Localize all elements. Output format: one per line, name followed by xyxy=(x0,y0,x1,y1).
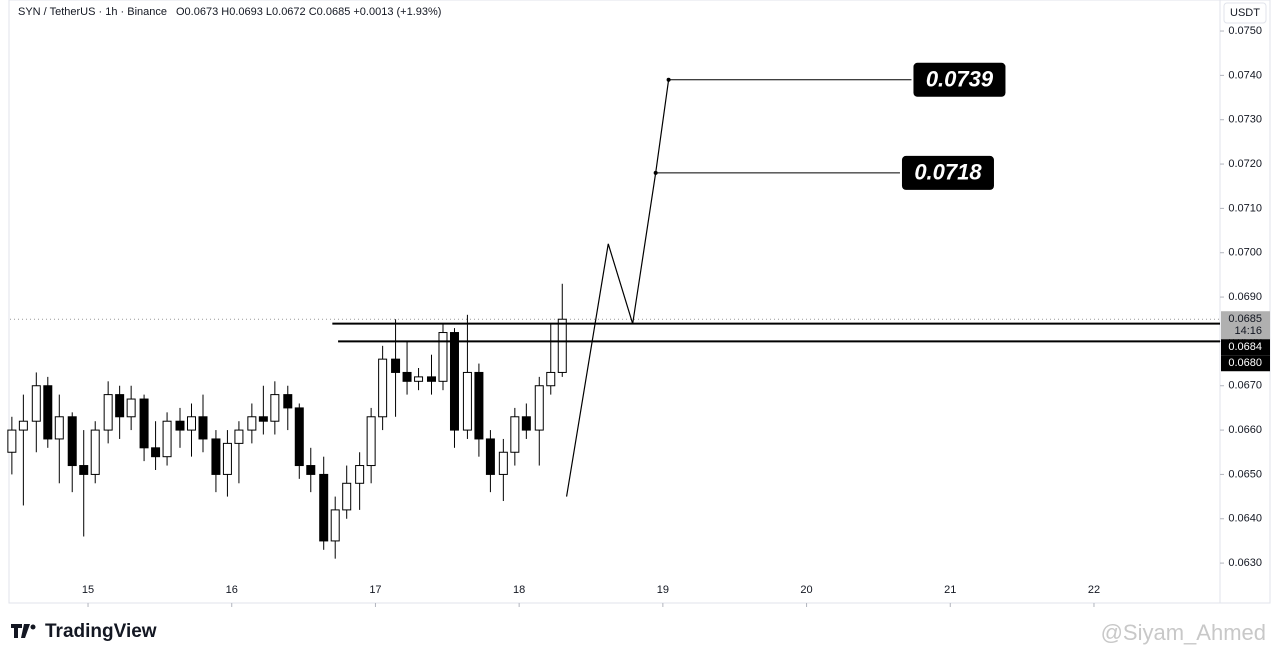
price-label-box xyxy=(1221,311,1270,340)
candle-body xyxy=(402,371,412,382)
candle-body xyxy=(258,416,268,422)
candle-body xyxy=(43,385,53,440)
candle-body xyxy=(175,420,185,431)
price-label: 0.0684 xyxy=(1228,341,1262,353)
y-tick-label: 0.0730 xyxy=(1228,114,1262,126)
x-tick-label: 18 xyxy=(513,584,525,596)
candle-body xyxy=(294,407,304,467)
candle-body xyxy=(426,376,436,382)
candle-body xyxy=(211,438,221,475)
candle-body xyxy=(391,358,401,373)
x-tick-label: 15 xyxy=(82,584,94,596)
candle-body xyxy=(521,416,531,431)
candle-body xyxy=(534,385,544,431)
x-tick-label: 17 xyxy=(369,584,381,596)
candle-body xyxy=(31,385,41,422)
candle-body xyxy=(126,398,136,418)
candle-body xyxy=(557,318,567,373)
candle-body xyxy=(270,394,280,422)
projection-path xyxy=(565,79,670,497)
y-tick-label: 0.0670 xyxy=(1228,380,1262,392)
price-label-box xyxy=(1221,355,1270,372)
chart-frame xyxy=(8,0,1271,604)
candle-body xyxy=(510,416,520,453)
y-tick-label: 0.0690 xyxy=(1228,291,1262,303)
brand: TradingView xyxy=(45,621,157,642)
candle-body xyxy=(234,429,244,444)
candle-body xyxy=(355,465,365,484)
candle-body xyxy=(67,416,77,467)
x-tick-label: 20 xyxy=(800,584,812,596)
target-point xyxy=(653,170,658,175)
symbol: SYN / TetherUS · 1h · Binance xyxy=(18,6,167,18)
y-tick-label: 0.0700 xyxy=(1228,247,1262,259)
candle-body xyxy=(247,416,257,431)
x-tick-label: 21 xyxy=(944,584,956,596)
candle-body xyxy=(366,416,376,467)
watermark: @Siyam_Ahmed xyxy=(1101,620,1266,645)
x-tick-label: 16 xyxy=(226,584,238,596)
candle-body xyxy=(319,473,329,542)
candle-body xyxy=(79,465,89,475)
candle-body xyxy=(474,371,484,440)
candle-body xyxy=(330,509,340,542)
candle-body xyxy=(103,394,113,431)
candle-body xyxy=(438,332,448,382)
y-tick-label: 0.0650 xyxy=(1228,468,1262,480)
candle-body xyxy=(462,371,472,431)
y-tick-label: 0.0740 xyxy=(1228,69,1262,81)
candle-body xyxy=(139,398,149,449)
candle-body xyxy=(7,429,17,453)
brand-logo xyxy=(11,624,36,638)
x-tick-label: 22 xyxy=(1088,584,1100,596)
price-label: 0.0685 xyxy=(1228,313,1262,325)
price-label-box xyxy=(1221,339,1270,356)
candle-body xyxy=(18,420,28,431)
candle-body xyxy=(342,482,352,511)
candle-body xyxy=(54,416,64,440)
currency-button[interactable] xyxy=(1223,2,1267,24)
candle-body xyxy=(222,442,232,475)
candle-body xyxy=(151,447,161,458)
candle-body xyxy=(546,371,556,387)
y-tick-label: 0.0630 xyxy=(1228,557,1262,569)
target-label: 0.0718 xyxy=(914,160,982,185)
price-label: 0.0680 xyxy=(1228,357,1262,369)
candle-body xyxy=(485,438,495,475)
candle-body xyxy=(187,416,196,431)
candle-body xyxy=(90,429,100,475)
y-tick-label: 0.0640 xyxy=(1228,513,1262,525)
candle-body xyxy=(414,376,424,382)
y-tick-label: 0.0710 xyxy=(1228,202,1262,214)
currency[interactable]: USDT xyxy=(1230,7,1260,19)
y-tick-label: 0.0720 xyxy=(1228,158,1262,170)
target-box xyxy=(913,62,1006,97)
candle-body xyxy=(162,420,172,458)
candle-body xyxy=(283,394,293,409)
x-tick-label: 19 xyxy=(657,584,669,596)
y-tick-label: 0.0750 xyxy=(1228,25,1262,37)
target-label: 0.0739 xyxy=(926,67,994,92)
candle-body xyxy=(449,332,459,431)
candle-body xyxy=(115,394,125,418)
ohlc: O0.0673 H0.0693 L0.0672 C0.0685 +0.0013 … xyxy=(176,6,441,18)
candle-body xyxy=(306,465,316,475)
target-point xyxy=(666,77,671,82)
candle-body xyxy=(498,451,508,475)
y-tick-label: 0.0660 xyxy=(1228,424,1262,436)
candle-body xyxy=(378,358,388,418)
countdown: 14:16 xyxy=(1234,325,1262,337)
target-box xyxy=(901,155,994,190)
candle-body xyxy=(198,416,208,440)
